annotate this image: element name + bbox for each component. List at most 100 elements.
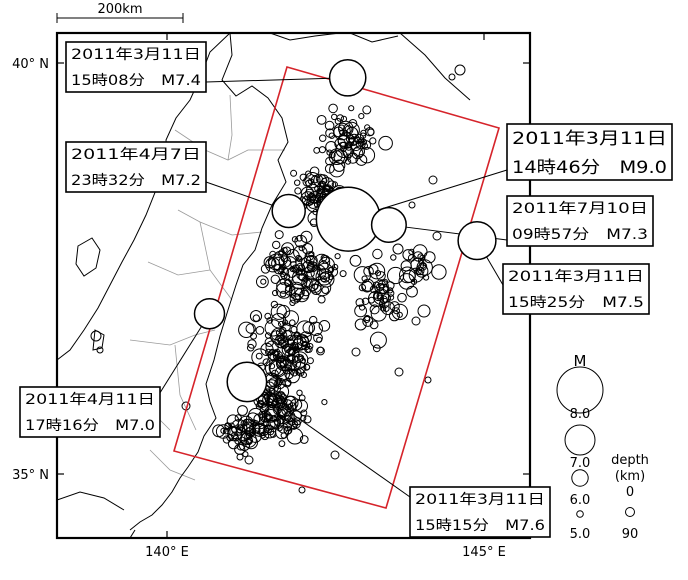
aftershock-marker <box>369 137 377 145</box>
aftershock-marker <box>309 166 320 177</box>
aftershock-marker <box>278 440 286 448</box>
aftershock-marker <box>245 437 254 445</box>
aftershock-marker <box>282 319 289 326</box>
aftershock-marker <box>292 355 306 370</box>
legend-mag-label: 7.0 <box>570 456 591 471</box>
axis-labels: 40° N 35° N 140° E 145° E <box>12 33 530 560</box>
aftershock-marker <box>293 331 301 338</box>
aftershock-marker <box>291 236 299 243</box>
aftershock-marker <box>432 231 442 241</box>
lat-label-1: 35° N <box>12 468 49 483</box>
aftershock-marker <box>259 410 272 423</box>
aftershock-marker <box>408 267 424 283</box>
aftershock-marker <box>379 305 387 312</box>
aftershock-marker <box>369 304 380 315</box>
event-date-m73: 2011年7月10日 <box>512 201 648 217</box>
aftershock-marker <box>282 310 299 327</box>
aftershock-marker <box>301 243 314 255</box>
coastline <box>57 33 471 538</box>
aftershock-marker <box>313 333 323 343</box>
aftershock-marker <box>298 394 306 402</box>
aftershock-marker <box>344 158 352 165</box>
aftershock-marker <box>246 343 255 352</box>
event-label-m90: 2011年3月11日 14時46分 M9.0 <box>506 123 673 181</box>
aftershock-marker <box>275 335 283 342</box>
main-event-marker-m76 <box>226 361 268 403</box>
main-event-marker-m72 <box>271 193 306 229</box>
aftershock-marker <box>408 248 415 255</box>
aftershock-marker <box>300 409 308 417</box>
aftershock-marker <box>294 187 302 195</box>
main-event-marker-m75 <box>457 220 497 261</box>
aftershock-marker <box>448 73 456 81</box>
aftershock-marker <box>293 346 300 353</box>
aftershock-marker <box>423 251 436 264</box>
main-event-marker-m74 <box>328 58 367 97</box>
aftershock-marker <box>360 129 367 137</box>
aftershock-marker <box>245 426 257 437</box>
aftershock-marker <box>318 146 326 154</box>
aftershock-marker <box>300 415 307 422</box>
aftershock-marker <box>373 288 390 305</box>
aftershock-marker <box>255 352 263 360</box>
aftershock-marker <box>454 64 466 76</box>
legend: M depth (km) 8.0 7.0 6.0 5.0 0 90 <box>556 352 649 542</box>
aftershock-marker <box>264 312 272 320</box>
aftershock-marker <box>255 402 264 410</box>
aftershock-marker <box>232 435 240 442</box>
aftershock-marker <box>220 427 227 434</box>
aftershock-marker <box>264 337 274 347</box>
aftershock-marker <box>328 103 338 114</box>
aftershock-marker <box>358 113 365 120</box>
aftershock-marker <box>361 275 368 282</box>
aftershock-marker <box>321 254 330 264</box>
aftershock-marker <box>313 147 321 154</box>
aftershock-marker <box>279 270 286 278</box>
aftershock-marker <box>266 393 283 409</box>
event-date-m70: 2011年4月11日 <box>25 392 155 408</box>
aftershock-marker <box>255 326 265 335</box>
aftershock-marker <box>267 428 275 436</box>
aftershock-marker <box>361 142 368 149</box>
aftershock-marker <box>340 145 347 153</box>
aftershock-marker <box>252 422 267 437</box>
aftershock-marker <box>290 261 297 268</box>
leader-line-m70 <box>157 313 210 397</box>
event-time-mag-m74: 15時08分 M7.4 <box>71 73 201 89</box>
aftershock-marker <box>237 405 248 416</box>
aftershock-marker <box>319 272 331 283</box>
aftershock-marker <box>379 295 388 304</box>
aftershock-marker <box>272 350 280 357</box>
aftershock-marker <box>278 255 292 269</box>
aftershock-marker <box>331 113 338 121</box>
aftershock-marker <box>424 376 432 384</box>
aftershock-marker <box>303 255 312 264</box>
aftershock-marker <box>277 342 284 349</box>
scale-bar: 200km <box>56 2 184 23</box>
aftershock-marker <box>399 266 416 284</box>
aftershock-marker <box>296 342 303 349</box>
aftershock-marker <box>372 248 383 260</box>
aftershock-marker <box>262 425 277 439</box>
aftershock-marker <box>339 270 347 278</box>
aftershock-marker <box>349 254 362 267</box>
aftershock-marker <box>428 175 438 185</box>
aftershock-marker <box>364 124 371 131</box>
legend-mag-circle <box>571 469 589 487</box>
aftershock-marker <box>264 319 282 337</box>
aftershock-marker <box>394 367 404 377</box>
aftershock-marker <box>360 138 368 146</box>
legend-mag-title: M <box>574 352 587 370</box>
leader-line-m74 <box>205 77 348 83</box>
aftershock-marker <box>338 124 346 132</box>
aftershock-marker <box>344 142 351 149</box>
aftershock-marker <box>251 348 269 367</box>
aftershock-marker <box>316 346 325 356</box>
event-label-box <box>506 123 673 181</box>
aftershock-marker <box>319 134 327 142</box>
event-label-m72: 2011年4月7日 23時32分 M7.2 <box>65 141 207 193</box>
aftershock-marker <box>361 297 370 305</box>
aftershock-marker <box>276 355 289 368</box>
aftershock-marker <box>300 230 313 243</box>
aftershock-marker <box>274 419 281 426</box>
